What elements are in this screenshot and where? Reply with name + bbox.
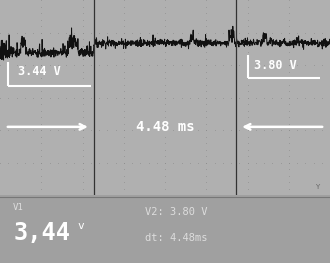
Text: V1: V1: [13, 203, 24, 212]
Text: Y: Y: [315, 184, 319, 190]
Text: 3.80 V: 3.80 V: [254, 59, 297, 72]
Text: 4.48 ms: 4.48 ms: [136, 120, 194, 134]
Text: 3,44: 3,44: [13, 221, 70, 245]
Text: dt: 4.48ms: dt: 4.48ms: [145, 233, 208, 243]
Text: v: v: [78, 221, 84, 231]
Text: V2: 3.80 V: V2: 3.80 V: [145, 207, 208, 217]
Text: 3.44 V: 3.44 V: [18, 65, 61, 78]
